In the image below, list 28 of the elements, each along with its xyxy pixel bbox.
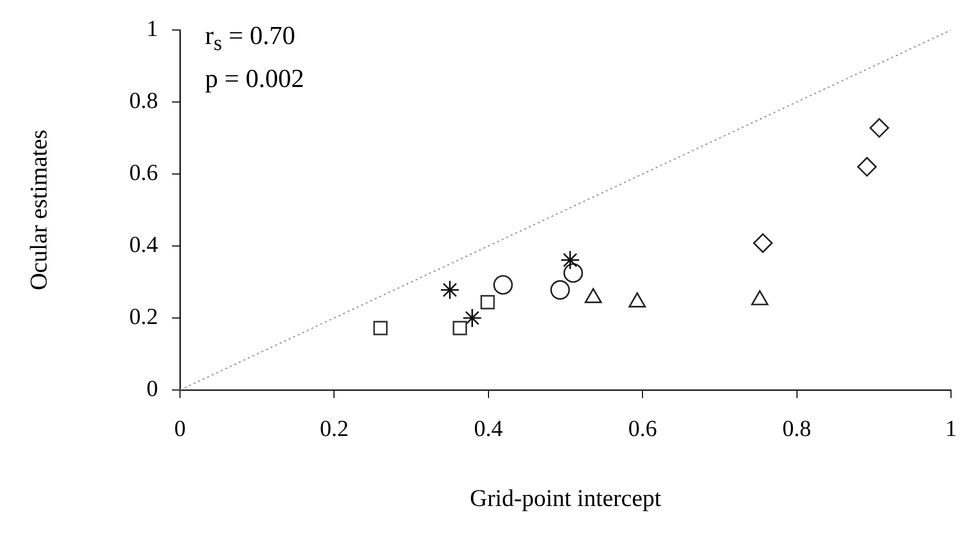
y-tick-label: 0.2 <box>129 304 158 330</box>
y-tick-label: 1 <box>146 16 158 42</box>
point <box>373 320 388 336</box>
x-tick-label: 0 <box>174 416 186 441</box>
y-tick-label: 0.8 <box>129 88 158 114</box>
point <box>440 280 460 300</box>
point <box>493 275 513 295</box>
annotation: p = 0.002 <box>205 63 304 96</box>
point <box>857 157 877 177</box>
x-tick-label: 0.6 <box>628 416 657 441</box>
y-tick-label: 0.4 <box>129 232 158 258</box>
x-axis-title: Grid-point intercept <box>470 486 662 512</box>
annotation: r$_{s}$ = 0.70 <box>205 20 296 58</box>
y-tick-label: 0 <box>146 376 158 402</box>
point <box>452 320 468 336</box>
y-axis-title: Ocular estimates <box>26 130 53 290</box>
point <box>753 233 773 253</box>
point <box>480 294 495 310</box>
x-tick-label: 0.8 <box>782 416 812 441</box>
point <box>563 263 584 283</box>
x-tick-label: 1 <box>945 416 957 441</box>
point <box>550 280 570 300</box>
x-tick-label: 0.2 <box>320 416 349 441</box>
point <box>560 250 580 270</box>
point <box>869 118 890 138</box>
y-tick-label: 0.6 <box>129 160 158 186</box>
x-tick-label: 0.4 <box>474 416 504 441</box>
point <box>462 308 482 328</box>
